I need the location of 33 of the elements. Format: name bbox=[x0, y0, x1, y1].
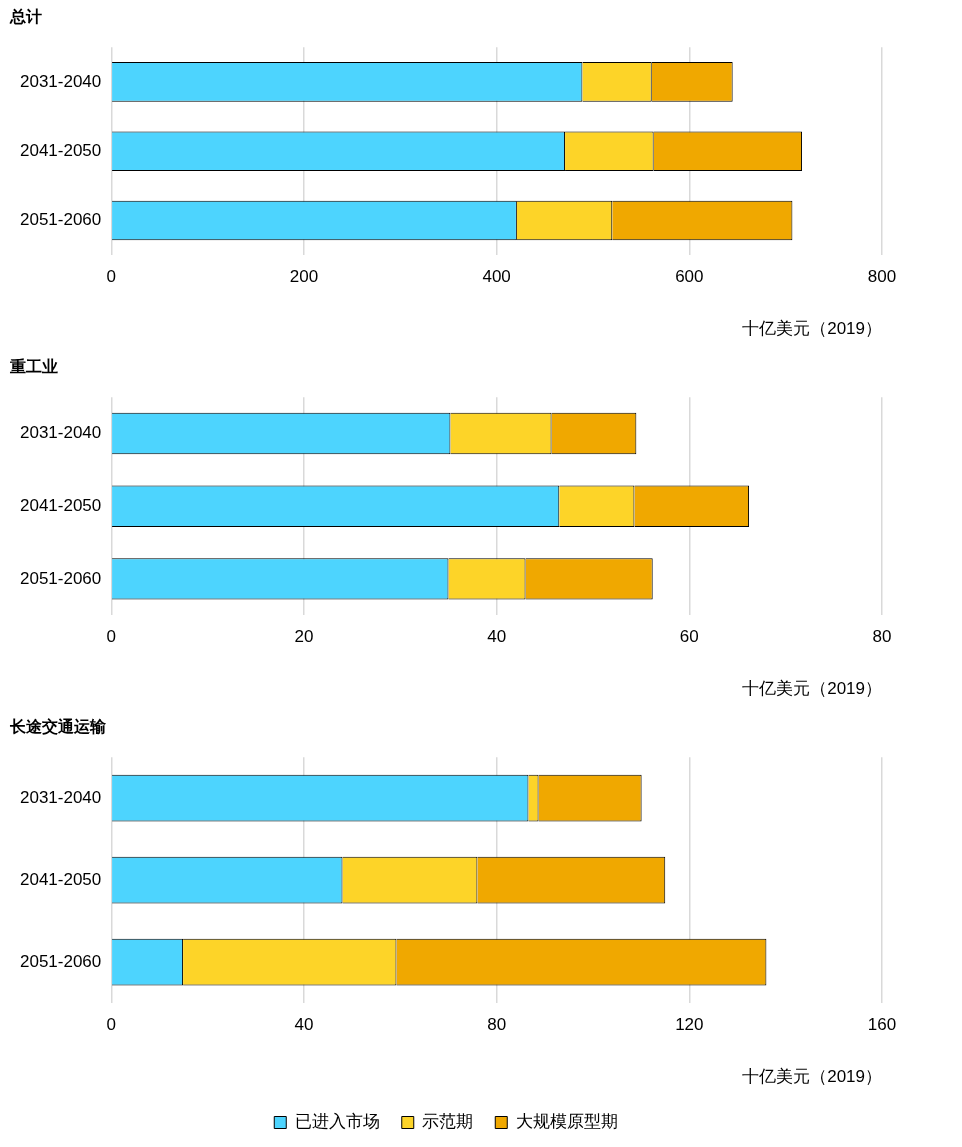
x-axis-title: 十亿美元（2019） bbox=[742, 1067, 882, 1087]
x-tick-label: 20 bbox=[294, 627, 314, 647]
chart-title: 总计 bbox=[9, 8, 42, 26]
legend-label: 已进入市场 bbox=[294, 1112, 380, 1132]
x-axis-title: 十亿美元（2019） bbox=[742, 679, 882, 699]
chart-title: 长途交通运输 bbox=[9, 717, 107, 736]
y-tick-label: 2041-2050 bbox=[19, 495, 102, 515]
x-tick-label: 80 bbox=[487, 1015, 507, 1035]
y-tick-label: 2051-2060 bbox=[19, 568, 102, 588]
legend-label: 大规模原型期 bbox=[515, 1112, 618, 1132]
x-tick-label: 160 bbox=[867, 1015, 897, 1035]
chart-title: 重工业 bbox=[9, 358, 58, 376]
x-tick-label: 200 bbox=[289, 267, 319, 287]
x-tick-label: 120 bbox=[675, 1015, 704, 1035]
y-tick-label: 2031-2040 bbox=[19, 423, 102, 443]
x-tick-label: 0 bbox=[106, 1015, 117, 1035]
x-tick-label: 600 bbox=[675, 267, 704, 287]
x-tick-label: 400 bbox=[482, 267, 511, 287]
x-tick-label: 800 bbox=[867, 267, 897, 287]
y-tick-label: 2051-2060 bbox=[19, 210, 102, 230]
legend-label: 示范期 bbox=[422, 1112, 474, 1132]
x-tick-label: 40 bbox=[487, 627, 507, 647]
x-tick-label: 0 bbox=[106, 627, 117, 647]
y-tick-label: 2031-2040 bbox=[19, 71, 102, 91]
y-tick-label: 2041-2050 bbox=[19, 869, 102, 889]
x-tick-label: 80 bbox=[872, 627, 892, 647]
x-tick-label: 40 bbox=[294, 1015, 314, 1035]
y-tick-label: 2041-2050 bbox=[19, 140, 102, 160]
x-axis-title: 十亿美元（2019） bbox=[742, 319, 882, 339]
y-tick-label: 2051-2060 bbox=[19, 951, 102, 971]
y-tick-label: 2031-2040 bbox=[19, 787, 102, 807]
x-tick-label: 0 bbox=[106, 267, 117, 287]
x-tick-label: 60 bbox=[679, 627, 699, 647]
